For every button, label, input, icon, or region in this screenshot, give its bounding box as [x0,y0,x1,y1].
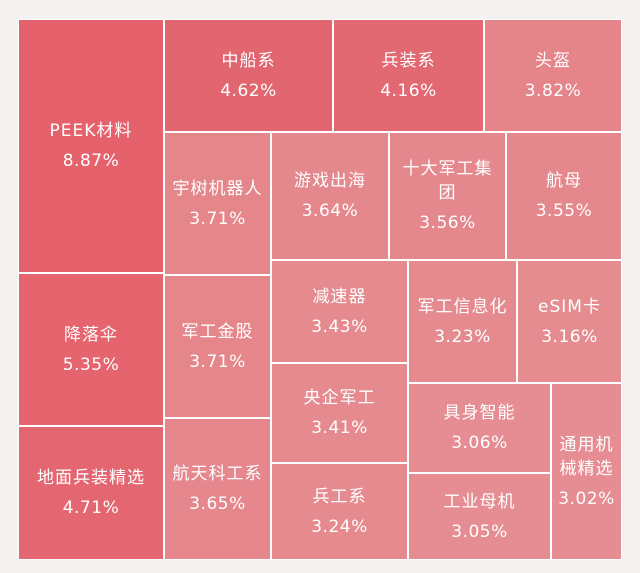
tile-label: 兵装系 [381,50,436,71]
tile-label: 游戏出海 [294,171,366,191]
treemap-tile: 航天科工系 3.65% [164,418,271,560]
tile-value: 3.05% [451,521,508,542]
tile-value: 4.62% [220,80,277,101]
treemap-tile: 通用机 械精选 3.02% [551,383,622,560]
tile-value: 3.65% [189,494,246,514]
treemap-tile: 央企军工 3.41% [271,363,408,463]
tile-label: 头盔 [535,50,571,71]
tile-label: 工业母机 [443,491,516,512]
treemap-tile: 减速器 3.43% [271,260,408,363]
tile-label: 地面兵装精选 [37,468,145,488]
tile-label: 十大军工集团 [402,159,493,203]
treemap-tile: 十大军工集团 3.56% [389,132,506,260]
tile-label: PEEK材料 [49,121,133,141]
tile-label: eSIM卡 [538,296,601,317]
tile-label: 中船系 [221,50,276,71]
treemap-tile: 兵工系 3.24% [271,463,408,560]
tile-value: 4.16% [380,80,437,101]
tile-label: 央企军工 [303,388,376,408]
treemap-tile: eSIM卡 3.16% [517,260,622,383]
tile-label: 兵工系 [312,486,367,507]
treemap-tile: 军工信息化 3.23% [408,260,517,383]
tile-value: 3.41% [311,418,368,438]
treemap-tile: PEEK材料 8.87% [18,19,164,273]
treemap-tile: 兵装系 4.16% [333,19,484,132]
tile-value: 3.56% [419,213,476,233]
treemap-tile: 中船系 4.62% [164,19,333,132]
tile-label: 减速器 [312,286,367,307]
tile-value: 3.23% [434,326,491,347]
tile-label: 降落伞 [64,324,118,345]
tile-value: 3.71% [189,351,246,372]
tile-value: 8.87% [62,151,120,171]
tile-value: 5.35% [62,354,120,375]
treemap-tile: 航母 3.55% [506,132,622,260]
tile-value: 3.24% [311,516,368,537]
tile-value: 3.02% [558,488,615,509]
tile-value: 3.82% [524,80,582,101]
treemap-tile: 宇树机器人 3.71% [164,132,271,275]
treemap-tile: 军工金股 3.71% [164,275,271,418]
tile-value: 3.43% [311,316,368,337]
tile-label: 军工信息化 [417,296,508,317]
treemap-tile: 具身智能 3.06% [408,383,551,473]
tile-label: 航天科工系 [172,464,263,484]
tile-label: 通用机 械精选 [559,434,614,479]
tile-label: 航母 [546,171,582,191]
tile-label: 宇树机器人 [172,178,263,199]
tile-value: 3.64% [301,201,359,221]
tile-value: 3.16% [541,326,598,347]
tile-value: 3.71% [189,208,246,229]
treemap-tile: 地面兵装精选 4.71% [18,426,164,560]
treemap-tile: 降落伞 5.35% [18,273,164,426]
tile-value: 3.55% [535,201,593,221]
tile-label: 具身智能 [443,403,516,423]
treemap-tile: 工业母机 3.05% [408,473,551,560]
treemap-tile: 游戏出海 3.64% [271,132,389,260]
tile-value: 4.71% [62,498,120,518]
tile-value: 3.06% [451,433,508,453]
treemap-tile: 头盔 3.82% [484,19,622,132]
tile-label: 军工金股 [181,321,254,342]
